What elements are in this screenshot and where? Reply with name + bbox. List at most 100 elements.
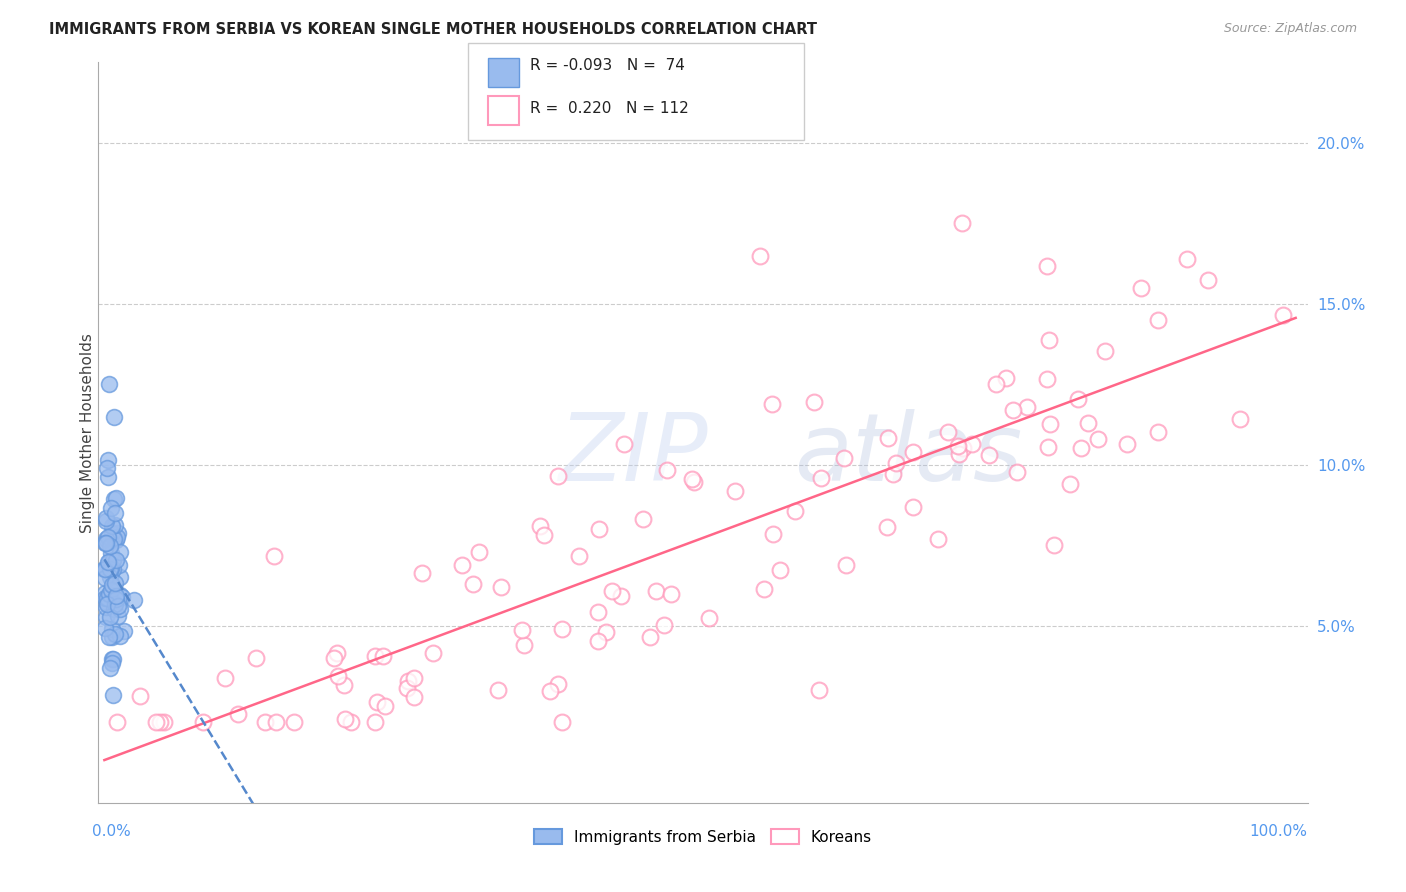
Point [1147, 312, 1170, 326]
Point [877, 430, 900, 444]
Point [111, 590, 134, 604]
Point [1015, 401, 1038, 415]
Point [108, 558, 131, 572]
Point [103, 602, 125, 616]
Y-axis label: Single Mother Households: Single Mother Households [80, 333, 94, 533]
Point [335, 712, 357, 726]
Point [107, 599, 129, 613]
Point [96, 595, 118, 609]
Point [96, 460, 118, 475]
Point [396, 681, 419, 695]
Point [364, 715, 387, 730]
Point [467, 545, 489, 559]
Text: 100.0%: 100.0% [1250, 823, 1308, 838]
Point [364, 649, 387, 664]
Point [960, 436, 983, 450]
Point [112, 624, 135, 639]
Text: Source: ZipAtlas.com: Source: ZipAtlas.com [1223, 22, 1357, 36]
Point [101, 631, 124, 645]
Point [1177, 252, 1199, 266]
Point [533, 528, 555, 542]
Point [94, 562, 117, 576]
Point [94, 600, 117, 615]
Point [101, 526, 124, 541]
Point [610, 589, 633, 603]
Point [100, 519, 122, 533]
Text: ZIP: ZIP [558, 409, 707, 500]
Point [110, 570, 132, 584]
Point [97, 587, 120, 601]
Point [94, 510, 117, 524]
Point [876, 520, 898, 534]
Point [510, 624, 533, 638]
Point [323, 651, 346, 665]
Point [122, 593, 145, 607]
Point [107, 715, 129, 730]
Point [97, 470, 120, 484]
Point [340, 715, 363, 730]
Point [98, 562, 121, 576]
Point [1043, 538, 1066, 552]
Point [783, 504, 806, 518]
Point [613, 437, 636, 451]
Point [752, 582, 775, 597]
Point [948, 447, 970, 461]
Point [1005, 465, 1028, 479]
Point [96, 591, 118, 606]
Point [97, 530, 120, 544]
Point [94, 621, 117, 635]
Point [631, 512, 654, 526]
Point [901, 445, 924, 459]
Point [683, 475, 706, 489]
Point [128, 689, 150, 703]
Point [655, 463, 678, 477]
Point [366, 695, 388, 709]
Point [94, 571, 117, 585]
Point [638, 630, 661, 644]
Point [512, 638, 534, 652]
Point [808, 683, 831, 698]
Point [659, 586, 682, 600]
Point [950, 216, 973, 230]
Point [411, 566, 433, 580]
Point [645, 583, 668, 598]
Point [396, 673, 419, 688]
Point [1116, 437, 1139, 451]
Point [149, 715, 172, 730]
FancyBboxPatch shape [488, 96, 519, 125]
Text: atlas: atlas [793, 409, 1022, 500]
Point [105, 553, 128, 567]
Point [461, 577, 484, 591]
Point [96, 598, 118, 612]
Point [529, 519, 551, 533]
Point [104, 597, 127, 611]
Point [108, 629, 131, 643]
FancyBboxPatch shape [468, 43, 804, 140]
Point [101, 561, 124, 575]
Point [94, 586, 117, 600]
Point [1039, 417, 1062, 431]
Point [1147, 425, 1170, 439]
Point [547, 469, 569, 483]
Point [98, 540, 121, 554]
Point [101, 651, 124, 665]
Point [100, 566, 122, 581]
Point [100, 561, 122, 575]
Point [1094, 344, 1116, 359]
Point [104, 627, 127, 641]
Point [94, 514, 117, 528]
Point [936, 425, 959, 439]
Point [254, 715, 277, 730]
Point [104, 506, 127, 520]
Point [326, 669, 349, 683]
Point [489, 580, 512, 594]
Point [214, 672, 236, 686]
Point [104, 533, 127, 548]
Point [1087, 432, 1109, 446]
Point [104, 491, 127, 506]
Point [96, 561, 118, 575]
Point [1077, 416, 1099, 430]
Point [97, 555, 120, 569]
Point [100, 582, 122, 597]
Point [101, 577, 124, 591]
